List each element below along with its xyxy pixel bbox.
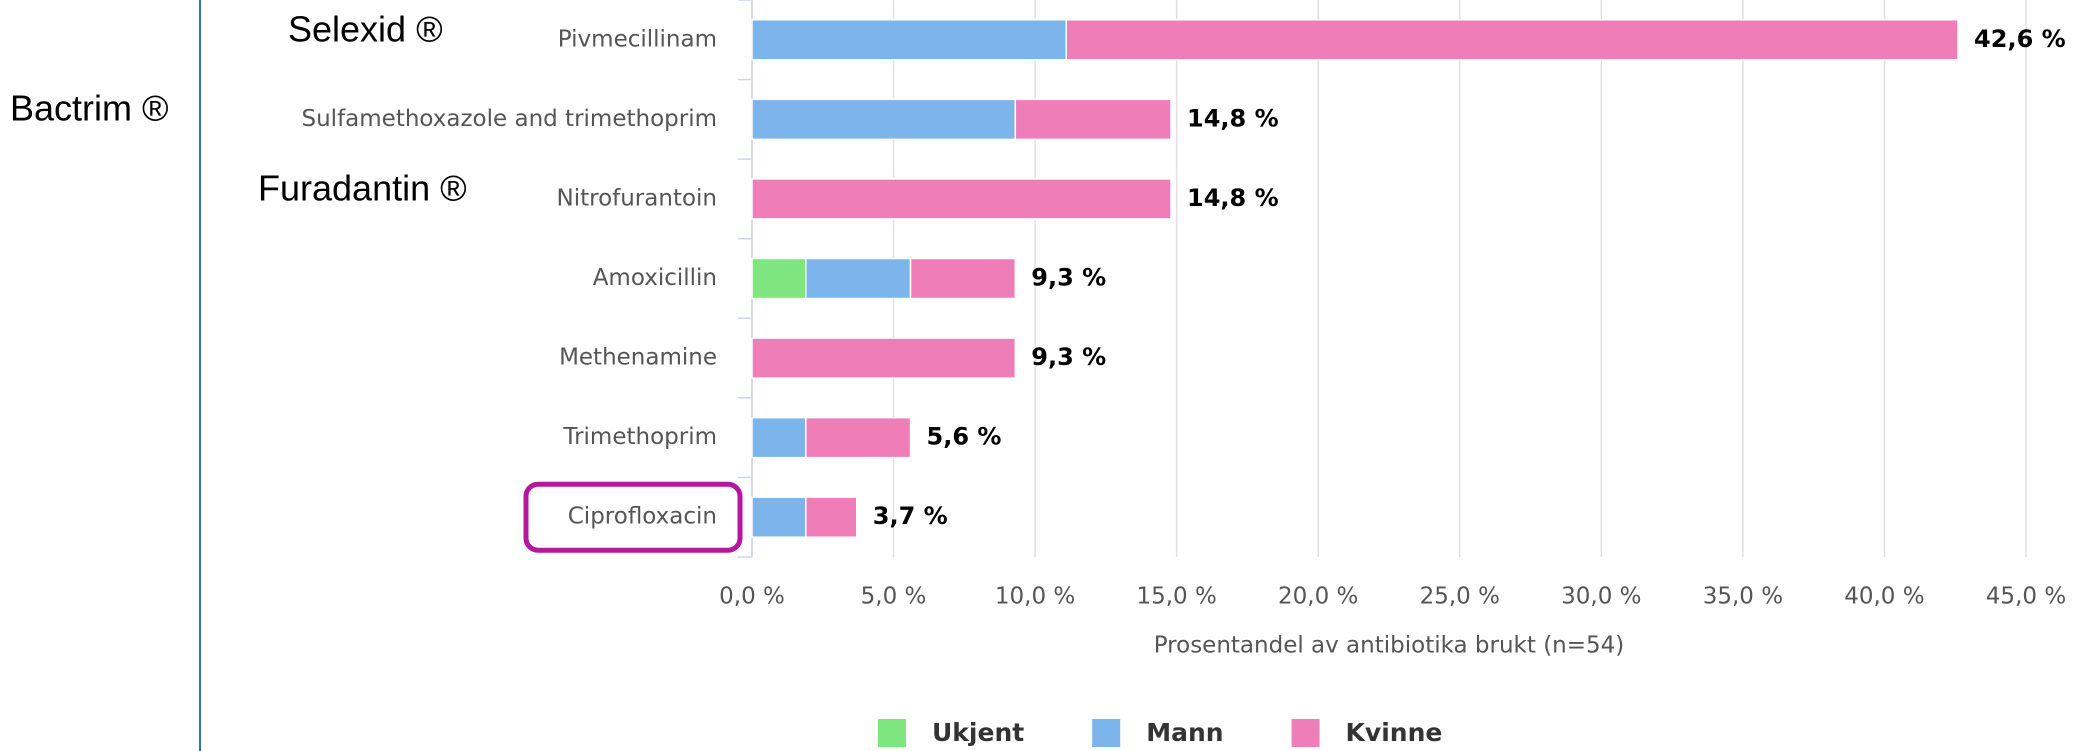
total-label: 3,7 % — [873, 502, 948, 530]
bar-segment — [751, 496, 807, 538]
bar-segment — [805, 496, 858, 538]
category-label: Nitrofurantoin — [557, 185, 718, 211]
x-tick-label: 15,0 % — [1136, 584, 1216, 610]
category-label: Methenamine — [559, 345, 717, 371]
x-tick-label: 40,0 % — [1844, 584, 1924, 610]
bar-segment — [751, 337, 1017, 379]
total-label: 9,3 % — [1031, 264, 1106, 292]
legend-label: Kvinne — [1346, 718, 1443, 747]
legend-swatch — [1291, 719, 1320, 747]
x-tick-label: 45,0 % — [1986, 584, 2066, 610]
bar-segment — [751, 416, 807, 459]
bar-segment — [751, 19, 1068, 61]
annotation: Furadantin ® — [258, 168, 467, 209]
category-label: Ciprofloxacin — [568, 504, 717, 530]
bar-segment — [751, 178, 1172, 220]
x-axis-title: Prosentandel av antibiotika brukt (n=54) — [1154, 633, 1625, 659]
bar-segment — [751, 257, 807, 300]
bar-segment — [805, 257, 912, 300]
x-tick-label: 30,0 % — [1561, 584, 1641, 610]
x-tick-label: 0,0 % — [719, 584, 785, 610]
x-tick-label: 5,0 % — [861, 584, 927, 610]
x-tick-label: 35,0 % — [1703, 584, 1783, 610]
total-label: 14,8 % — [1187, 184, 1279, 212]
x-tick-label: 10,0 % — [995, 584, 1075, 610]
highlight-box — [523, 481, 743, 553]
category-label: Pivmecillinam — [558, 26, 717, 52]
bar-segment — [1065, 19, 1959, 61]
category-label: Amoxicillin — [593, 265, 717, 291]
x-tick-label: 25,0 % — [1420, 584, 1500, 610]
x-tick-label: 20,0 % — [1278, 584, 1358, 610]
total-label: 14,8 % — [1187, 104, 1279, 132]
bar-segment — [805, 416, 912, 459]
total-label: 5,6 % — [927, 423, 1002, 451]
bar-segment — [751, 98, 1017, 141]
category-label: Sulfamethoxazole and trimethoprim — [302, 106, 718, 132]
annotation: Bactrim ® — [10, 88, 169, 129]
legend-label: Mann — [1146, 718, 1223, 747]
legend-swatch — [878, 719, 906, 747]
legend-label: Ukjent — [932, 718, 1024, 747]
total-label: 42,6 % — [1974, 25, 2066, 53]
bar-segment — [909, 257, 1017, 300]
category-label: Trimethoprim — [562, 424, 717, 450]
legend-swatch — [1092, 719, 1121, 747]
annotation: Selexid ® — [288, 9, 443, 50]
bar-segment — [1014, 98, 1172, 141]
total-label: 9,3 % — [1031, 343, 1106, 371]
